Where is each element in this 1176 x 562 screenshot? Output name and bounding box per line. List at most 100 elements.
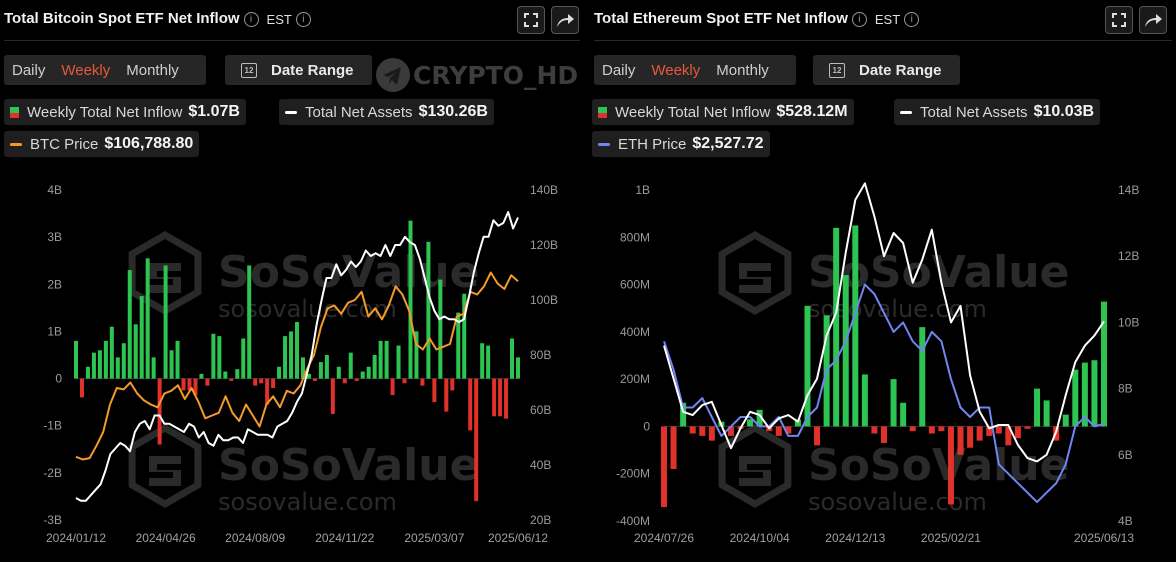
inflow-bar [211,333,216,379]
interval-tabs: Daily Weekly Monthly [594,55,796,85]
inflow-bar [103,340,108,379]
calendar-icon: 12 [241,62,257,78]
net-assets-line [75,211,519,502]
inflow-bar [342,378,347,384]
btc-panel: Total Bitcoin Spot ETF Net Inflow i EST i D… [0,0,584,562]
inflow-bar [97,350,102,379]
interval-tabs: Daily Weekly Monthly [4,55,206,85]
inflow-bar [85,366,90,379]
info-icon[interactable]: i [904,11,920,27]
y-right-tick-label: 140B [530,183,558,197]
inflow-bar [727,426,734,436]
inflow-bar [163,265,168,379]
divider [594,40,1172,41]
inflow-bar [283,336,288,379]
legend-inflow[interactable]: Weekly Total Net Inflow $1.07B [4,99,246,125]
tab-monthly[interactable]: Monthly [126,61,179,79]
inflow-bar [235,369,240,379]
tab-weekly[interactable]: Weekly [61,61,111,79]
tab-daily[interactable]: Daily [602,61,636,79]
share-icon[interactable] [1139,6,1167,34]
inflow-bar [295,322,299,379]
inflow-bar [229,378,234,381]
tab-monthly[interactable]: Monthly [716,61,769,79]
info-icon[interactable]: i [295,11,311,27]
date-range-button[interactable]: 12 Date Range [225,55,372,85]
legend-price[interactable]: ETH Price $2,527.72 [592,131,770,157]
inflow-bar [986,426,993,436]
legend-assets[interactable]: Total Net Assets $10.03B [894,99,1101,125]
y-right-tick-label: 100B [530,293,558,307]
date-range-button[interactable]: 12 Date Range [813,55,960,85]
y-left-tick-label: 1B [47,324,62,338]
inflow-bar [680,402,687,427]
inflow-bar [661,426,667,508]
share-icon[interactable] [551,6,579,34]
y-left-tick-label: 0 [55,372,62,386]
inflow-bar [318,362,323,379]
btc-chart-title: Total Bitcoin Spot ETF Net Inflow i EST i [4,10,311,27]
line-swatch-icon [285,110,297,114]
y-left-tick-label: -1B [43,419,62,433]
y-left-tick-label: -400M [616,514,650,528]
inflow-bar [199,373,204,379]
fullscreen-icon[interactable] [1105,6,1133,34]
info-icon[interactable]: i [851,11,867,27]
y-left-tick-label: 200M [620,372,650,386]
y-right-tick-label: 14B [1118,183,1139,197]
y-left-tick-label: 400M [620,325,650,339]
inflow-bar [390,378,395,396]
inflow-bar [438,279,443,379]
tab-weekly[interactable]: Weekly [651,61,701,79]
price-line [663,283,1105,504]
inflow-bar [1072,369,1079,427]
inflow-bar [881,426,887,443]
price-line [75,271,519,461]
watermark-brand: SoSoValue [218,440,479,491]
inflow-bar [360,371,365,379]
inflow-bar [1062,414,1069,427]
timezone-label: EST [874,11,901,27]
inflow-bar [91,352,96,379]
inflow-bar [756,409,763,427]
info-icon[interactable]: i [243,11,259,27]
y-left-tick-label: 0 [643,419,650,433]
legend-assets[interactable]: Total Net Assets $130.26B [279,99,494,125]
inflow-bar [689,426,696,434]
inflow-bar [775,426,782,436]
inflow-bar [480,343,485,379]
inflow-bar [127,270,132,379]
watermark-site: sosovalue.com [218,488,397,516]
inflow-bar [1101,301,1107,427]
inflow-bar [271,378,276,388]
sosovalue-logo-icon [739,456,771,486]
y-right-tick-label: 20B [530,513,551,527]
tab-daily[interactable]: Daily [12,61,46,79]
y-right-tick-label: 4B [1118,514,1133,528]
inflow-bar [747,419,754,427]
inflow-bar [79,378,84,398]
inflow-bar [181,378,186,391]
y-left-tick-label: 3B [47,230,62,244]
legend-price[interactable]: BTC Price $106,788.80 [4,131,200,157]
inflow-bar [938,426,945,432]
inflow-bar [312,378,317,381]
inflow-bar [223,371,228,379]
inflow-bar [1043,400,1050,427]
fullscreen-icon[interactable] [517,6,545,34]
x-tick-label: 2024/07/26 [634,531,694,545]
sosovalue-logo-icon [739,263,771,293]
inflow-bar [804,305,811,427]
watermark-site: sosovalue.com [808,488,987,516]
legend-inflow[interactable]: Weekly Total Net Inflow $528.12M [592,99,854,125]
inflow-bar [498,378,503,417]
x-tick-label: 2025/02/21 [921,531,981,545]
inflow-bar [890,379,897,427]
inflow-bar [919,327,926,427]
y-left-tick-label: 600M [620,278,650,292]
inflow-bar [187,378,192,391]
inflow-bar [833,227,840,427]
inflow-bar [121,343,126,379]
btc-chart: SoSoValuesosovalue.comSoSoValuesosovalue… [43,183,558,545]
